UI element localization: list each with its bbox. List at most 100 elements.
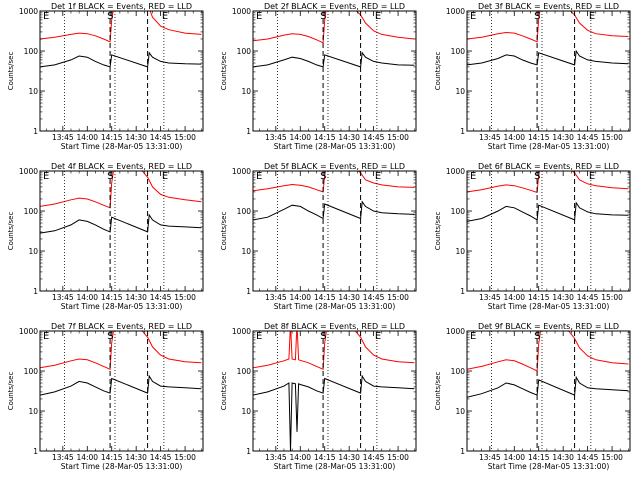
x-tick-label: 14:45 [150,133,172,142]
lld-series-line [466,171,629,194]
region-label: E [256,171,262,182]
y-axis-label: Counts/sec [7,212,15,251]
region-label: E [43,11,49,22]
x-tick-label: 13:45 [52,453,74,462]
y-tick-label: 100 [24,207,39,216]
region-label: E [256,11,262,22]
events-series-line [466,201,629,222]
events-series-line [253,200,415,221]
y-tick-label: 10 [455,87,465,96]
x-tick-label: 14:15 [314,133,336,142]
y-tick-label: 100 [24,367,39,376]
y-tick-label: 1000 [446,7,465,16]
x-tick-label: 14:45 [363,293,385,302]
x-tick-label: 14:45 [576,293,598,302]
x-tick-label: 14:45 [363,453,385,462]
x-tick-label: 14:00 [290,133,312,142]
x-axis-label: Start Time (28-Mar-05 13:31:00) [274,462,396,471]
x-tick-label: 15:00 [388,293,410,302]
plot-frame [252,10,417,132]
y-tick-label: 10 [28,87,38,96]
y-axis-label: Counts/sec [220,212,228,251]
region-label: E [256,331,262,342]
x-tick-label: 14:15 [101,133,123,142]
y-tick-label: 10 [28,407,38,416]
y-tick-label: 100 [237,207,252,216]
x-axis-label: Start Time (28-Mar-05 13:31:00) [61,142,183,151]
x-tick-label: 14:30 [125,133,147,142]
x-tick-label: 13:45 [265,453,287,462]
chart-title: Det 8f BLACK = Events, RED = LLD [264,322,405,331]
x-tick-label: 14:15 [528,453,550,462]
events-series-line [253,51,415,68]
y-tick-label: 100 [450,207,465,216]
region-label: E [375,171,381,182]
region-label: S [534,11,540,22]
region-label: E [470,331,476,342]
region-label: E [589,11,595,22]
y-tick-label: 10 [242,87,252,96]
y-tick-label: 1000 [232,327,251,336]
x-tick-label: 14:15 [101,453,123,462]
y-axis-label: Counts/sec [220,372,228,411]
region-label: E [162,11,168,22]
y-tick-label: 1 [247,127,252,136]
chart-title: Det 5f BLACK = Events, RED = LLD [264,162,405,171]
x-axis-label: Start Time (28-Mar-05 13:31:00) [487,302,609,311]
events-series-line [466,49,629,66]
lld-series-line [466,331,629,372]
plot-frame [466,170,631,292]
lld-series-line [253,171,415,193]
chart-title: Det 2f BLACK = Events, RED = LLD [264,2,405,11]
region-label: E [43,171,49,182]
events-series-line [466,375,629,398]
plot-frame [39,330,204,452]
y-tick-label: 100 [24,47,39,56]
x-tick-label: 14:15 [314,293,336,302]
region-label: E [162,171,168,182]
x-tick-label: 14:00 [290,293,312,302]
chart-title: Det 6f BLACK = Events, RED = LLD [478,162,619,171]
x-tick-label: 14:30 [552,133,574,142]
x-tick-label: 14:15 [528,293,550,302]
plot-frame [39,170,204,292]
y-tick-label: 1 [460,287,465,296]
x-tick-label: 15:00 [388,133,410,142]
region-label: S [534,171,540,182]
y-axis-label: Counts/sec [7,372,15,411]
y-tick-label: 100 [450,47,465,56]
x-tick-label: 14:45 [150,293,172,302]
chart-title: Det 9f BLACK = Events, RED = LLD [478,322,619,331]
chart-title: Det 1f BLACK = Events, RED = LLD [51,2,192,11]
y-axis-label: Counts/sec [434,52,442,91]
x-tick-label: 14:00 [503,133,525,142]
y-tick-label: 1000 [446,167,465,176]
lld-series-line [40,331,202,371]
y-tick-label: 1000 [19,327,38,336]
x-tick-label: 14:00 [76,293,98,302]
region-label: E [470,11,476,22]
x-tick-label: 15:00 [174,133,196,142]
y-tick-label: 10 [28,247,38,256]
region-label: E [43,331,49,342]
y-tick-label: 1 [460,447,465,456]
y-tick-label: 1 [33,127,38,136]
x-tick-label: 14:00 [503,453,525,462]
region-label: S [320,171,326,182]
region-label: E [589,171,595,182]
lld-series-line [253,11,415,44]
x-tick-label: 14:45 [576,133,598,142]
x-tick-label: 14:30 [552,453,574,462]
region-label: S [320,11,326,22]
region-label: S [534,331,540,342]
x-tick-label: 15:00 [601,133,623,142]
x-tick-label: 14:30 [339,293,361,302]
x-tick-label: 13:45 [265,293,287,302]
region-label: S [107,171,113,182]
x-tick-label: 14:15 [314,453,336,462]
x-axis-label: Start Time (28-Mar-05 13:31:00) [61,302,183,311]
